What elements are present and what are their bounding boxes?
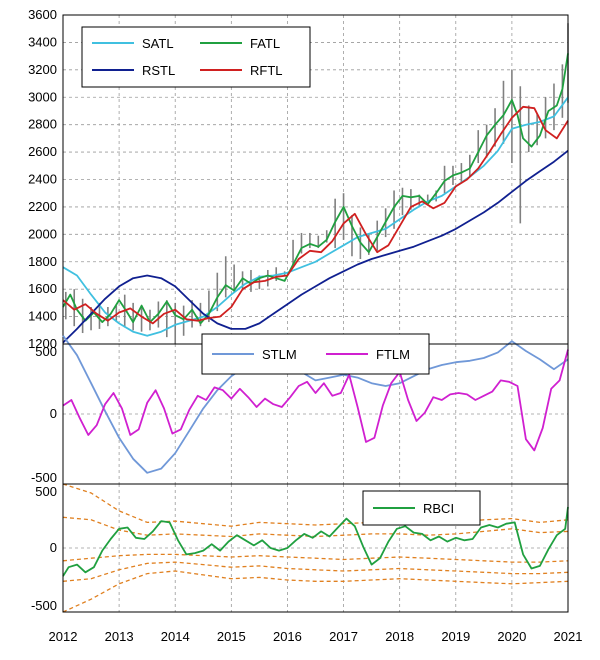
series-line-satl <box>62 96 569 337</box>
y-tick-label: 1400 <box>28 309 57 324</box>
momentum-panel: -500 0 500 STLM FTLM <box>31 333 569 485</box>
y-tick-label: 0 <box>50 406 57 421</box>
y-tick-label: 3200 <box>28 62 57 77</box>
series-line-rftl <box>62 105 569 325</box>
band-line-1 <box>62 516 569 538</box>
legend-label-ftlm: FTLM <box>376 347 410 362</box>
y-tick-label: 3000 <box>28 89 57 104</box>
legend-label-rftl: RFTL <box>250 63 283 78</box>
x-tick-label-2012: 2012 <box>49 629 78 644</box>
series-line-stlm <box>62 335 569 474</box>
band-line-3 <box>62 561 569 582</box>
y-tick-label: 0 <box>50 540 57 555</box>
series-line-rstl <box>62 149 569 344</box>
legend-label-satl: SATL <box>142 36 174 51</box>
series-line-rbci <box>62 506 569 577</box>
y-tick-label: 500 <box>35 484 57 499</box>
x-tick-label-2017: 2017 <box>329 629 358 644</box>
y-tick-label: 2000 <box>28 226 57 241</box>
y-tick-label: -500 <box>31 598 57 613</box>
legend-label-fatl: FATL <box>250 36 280 51</box>
y-tick-label: -500 <box>31 470 57 485</box>
y-tick-label: 1600 <box>28 281 57 296</box>
legend: SATL FATL RSTL RFTL <box>81 26 311 88</box>
x-tick-label-2018: 2018 <box>385 629 414 644</box>
y-tick-label: 1800 <box>28 254 57 269</box>
legend: STLM FTLM <box>201 333 430 375</box>
x-tick-label-2021: 2021 <box>554 629 583 644</box>
band-line-2 <box>62 553 569 563</box>
x-tick-label-2016: 2016 <box>273 629 302 644</box>
y-tick-label: 1200 <box>28 336 57 351</box>
legend-box <box>81 26 311 88</box>
plot-area-border <box>62 483 569 613</box>
legend-label-stlm: STLM <box>262 347 297 362</box>
legend: RBCI <box>362 490 481 526</box>
x-tick-label-2019: 2019 <box>441 629 470 644</box>
y-tick-label: 2800 <box>28 117 57 132</box>
legend-label-rstl: RSTL <box>142 63 175 78</box>
series-line-fatl <box>62 53 569 325</box>
x-tick-label-2013: 2013 <box>105 629 134 644</box>
legend-label-rbci: RBCI <box>423 501 454 516</box>
band-line-4 <box>62 570 569 613</box>
y-tick-label: 2200 <box>28 199 57 214</box>
rbci-panel: -500 0 500 RBCI <box>31 483 569 613</box>
series-line-ftlm <box>62 349 569 452</box>
y-tick-label: 2600 <box>28 144 57 159</box>
band-line-0 <box>62 483 569 527</box>
price-panel: 1200 1400 1600 1800 2000 2200 2400 2600 2800 3000… <box>28 7 569 351</box>
y-tick-label: 3600 <box>28 7 57 22</box>
x-tick-label-2020: 2020 <box>497 629 526 644</box>
x-tick-label-2015: 2015 <box>217 629 246 644</box>
x-axis: 2012 2013 2014 2015 2016 2017 2018 2019 2020 2021 <box>49 629 583 644</box>
x-tick-label-2014: 2014 <box>161 629 190 644</box>
y-tick-label: 2400 <box>28 172 57 187</box>
y-tick-label: 3400 <box>28 34 57 49</box>
y-tick-label: 500 <box>35 344 57 359</box>
